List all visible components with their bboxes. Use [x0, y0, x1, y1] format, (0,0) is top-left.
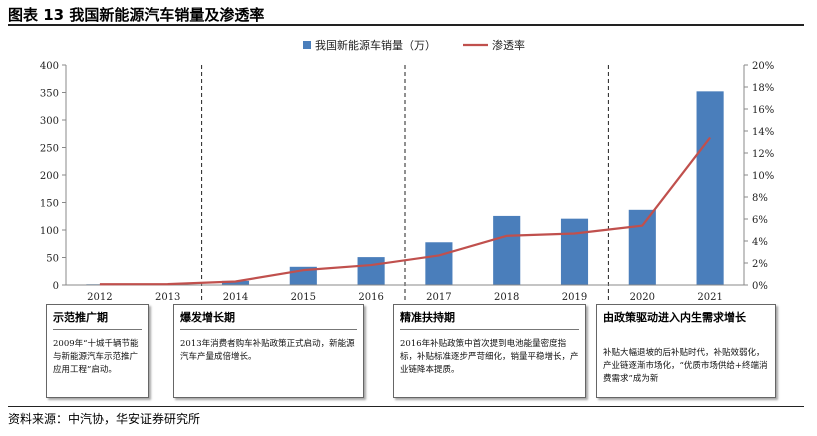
x-tick-label: 2016	[358, 292, 383, 303]
period-title: 示范推广期	[53, 311, 108, 324]
period-box-precise-support: 精准扶持期 2016年补贴政策中首次提到电池能量密度指标，补贴标准逐步严苛细化，…	[393, 304, 586, 398]
right-tick-label: 6%	[752, 215, 768, 226]
bar	[425, 242, 453, 285]
bar	[221, 280, 250, 285]
x-tick-label: 2018	[494, 292, 519, 303]
left-tick-label: 150	[40, 199, 59, 210]
bar	[696, 91, 724, 285]
right-tick-label: 20%	[752, 61, 774, 72]
period-divider-line	[53, 329, 142, 330]
period-description: 2013年消费者购车补贴政策正式启动，新能源汽车产量成倍增长。	[180, 339, 355, 362]
period-title: 爆发增长期	[180, 311, 235, 324]
left-tick-label: 250	[40, 144, 59, 155]
right-tick-label: 10%	[752, 171, 774, 182]
right-tick-label: 0%	[752, 281, 768, 292]
left-tick-label: 100	[40, 226, 59, 237]
bar	[357, 257, 385, 285]
bar-series	[86, 91, 724, 285]
right-tick-label: 12%	[752, 149, 774, 160]
left-tick-label: 300	[40, 116, 59, 127]
left-tick-label: 350	[40, 89, 59, 100]
left-tick-label: 50	[46, 254, 59, 265]
legend-line-label: 渗透率	[492, 38, 525, 52]
period-box-demonstration: 示范推广期 2009年“十城千辆节能与新能源汽车示范推广应用工程”启动。	[46, 304, 149, 398]
x-tick-label: 2021	[697, 292, 722, 303]
penetration-line	[99, 136, 711, 286]
axes: 0 50 100 150 200 250 300 350 400 0% 2% 4% 6% 8% 10% 12%…	[40, 61, 774, 303]
period-divider-line	[400, 329, 579, 330]
x-tick-label: 2019	[562, 292, 587, 303]
right-tick-label: 14%	[752, 127, 774, 138]
period-divider-line	[180, 329, 357, 330]
bar	[493, 215, 521, 285]
title-rule	[8, 24, 804, 26]
figure-title: 图表 13 我国新能源汽车销量及渗透率	[8, 6, 265, 24]
legend-bar-label: 我国新能源车销量（万）	[315, 38, 436, 52]
period-title: 精准扶持期	[400, 311, 455, 324]
x-tick-label: 2014	[223, 292, 248, 303]
chart: 0 50 100 150 200 250 300 350 400 0% 2% 4% 6% 8% 10% 12%…	[40, 38, 774, 303]
period-dividers	[201, 65, 609, 300]
legend: 我国新能源车销量（万） 渗透率	[303, 38, 525, 52]
right-tick-label: 2%	[752, 259, 768, 270]
line-series	[99, 136, 711, 286]
period-description: 2016年补贴政策中首次提到电池能量密度指标，补贴标准逐步严苛细化，销量平稳增长…	[400, 339, 579, 375]
period-box-explosive-growth: 爆发增长期 2013年消费者购车补贴政策正式启动，新能源汽车产量成倍增长。	[173, 304, 364, 398]
period-title: 由政策驱动进入内生需求增长	[603, 311, 746, 324]
source-note: 资料来源：中汽协，华安证券研究所	[8, 412, 201, 426]
x-tick-label: 2015	[291, 292, 316, 303]
right-tick-label: 4%	[752, 237, 768, 248]
left-tick-label: 0	[53, 281, 59, 292]
bar	[560, 218, 589, 285]
left-tick-label: 400	[40, 61, 59, 72]
right-tick-label: 8%	[752, 193, 768, 204]
right-tick-label: 18%	[752, 83, 774, 94]
left-tick-label: 200	[40, 171, 59, 182]
period-description: 2009年“十城千辆节能与新能源汽车示范推广应用工程”启动。	[53, 339, 139, 375]
period-description: 补贴大幅退坡的后补贴时代，补贴效弱化，产业链逐渐市场化，“优质市场供给+终端消费…	[603, 348, 768, 384]
source-rule	[8, 406, 804, 407]
x-tick-label: 2020	[630, 292, 655, 303]
bar	[628, 209, 656, 285]
right-tick-label: 16%	[752, 105, 774, 116]
period-box-endogenous-demand: 由政策驱动进入内生需求增长 补贴大幅退坡的后补贴时代，补贴效弱化，产业链逐渐市场…	[596, 304, 776, 398]
x-tick-label: 2017	[426, 292, 451, 303]
legend-bar-swatch	[303, 41, 311, 49]
x-tick-label: 2012	[87, 292, 112, 303]
x-tick-label: 2013	[155, 292, 180, 303]
